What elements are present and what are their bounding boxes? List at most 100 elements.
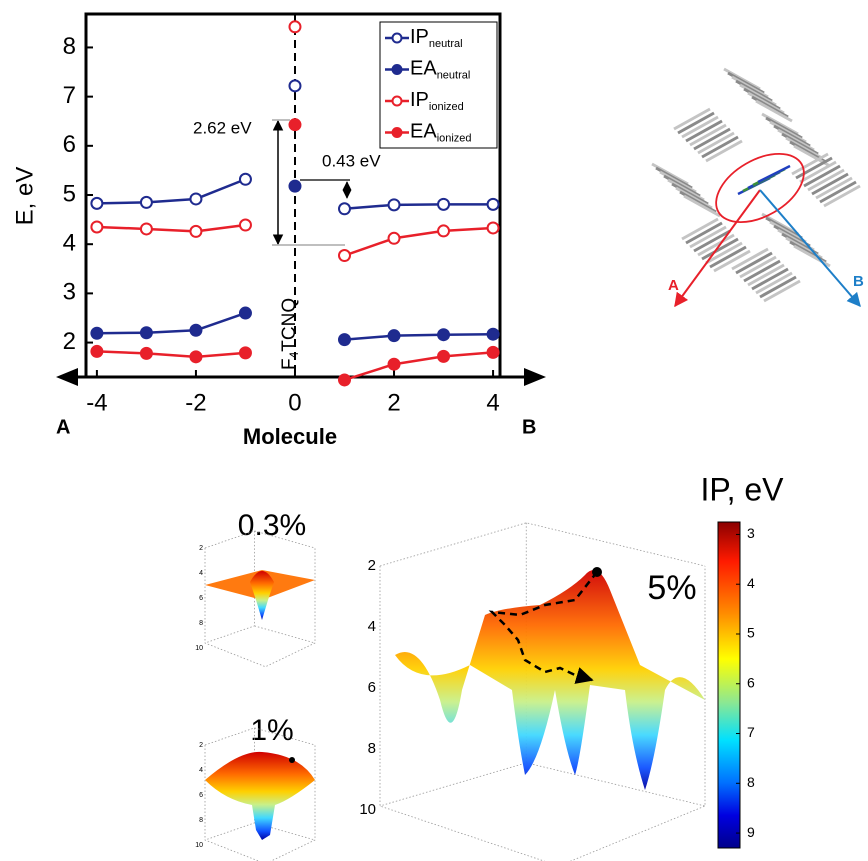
legend-name: EA [410, 58, 437, 80]
x-tick-label: 0 [288, 389, 301, 416]
data-point [238, 218, 252, 232]
molecule [777, 128, 815, 152]
molecule [701, 135, 739, 159]
legend-marker [391, 127, 403, 138]
data-point [189, 350, 203, 364]
z-tick-label: 6 [199, 595, 203, 602]
highlight [715, 152, 805, 224]
data-point [288, 79, 302, 93]
series-segment [146, 329, 196, 334]
colorbar-tick-label: 8 [747, 774, 755, 790]
data-point [139, 346, 153, 360]
legend-name: EA [410, 121, 437, 143]
molecule [763, 279, 801, 303]
center-label: F4TCNQ [279, 298, 301, 370]
molecule [759, 275, 797, 299]
data-point [90, 344, 104, 358]
data-point [139, 195, 153, 209]
molecule [685, 119, 723, 143]
molecule [765, 116, 803, 140]
series-segment [344, 237, 395, 257]
molecule [751, 95, 789, 119]
molecule [739, 255, 777, 279]
series-segment [393, 229, 444, 240]
colorbar-bar [717, 521, 741, 849]
molecule [671, 182, 709, 206]
molecule [735, 251, 773, 275]
molecule [739, 83, 777, 107]
colorbar-tick-label: 4 [747, 575, 755, 591]
y-tick-label: 7 [63, 82, 76, 109]
molecule [677, 111, 715, 135]
surface-box [204, 727, 316, 861]
series-segment [146, 227, 196, 233]
x-tick-label: -4 [86, 389, 107, 416]
z-tick-label: 8 [368, 740, 376, 757]
molecule [655, 166, 693, 190]
molecule [683, 194, 721, 218]
data-point [486, 197, 500, 211]
molecule [651, 162, 689, 186]
series-segment [195, 311, 246, 332]
molecule [773, 124, 811, 148]
molecule [793, 244, 831, 268]
data-point [338, 373, 352, 387]
data-point [338, 249, 352, 263]
data-point [387, 357, 401, 371]
molecule [705, 241, 743, 265]
annotation: 0.43 eV [322, 151, 381, 170]
molecule [701, 237, 739, 261]
molecule [673, 107, 711, 131]
molecule [709, 245, 747, 269]
molecule [731, 247, 769, 271]
molecule [791, 152, 829, 176]
molecule [807, 168, 845, 192]
molecule [819, 180, 857, 204]
legend-name: IP [410, 89, 429, 111]
center-label-f: F [279, 358, 300, 370]
data-point [90, 196, 104, 210]
data-point [387, 329, 401, 343]
z-tick-label: 8 [199, 620, 203, 627]
surface-label: 0.3% [238, 509, 306, 542]
legend-marker [391, 32, 403, 44]
surface [250, 571, 274, 620]
series-segment [146, 197, 197, 204]
y-axis-label: E, eV [11, 167, 38, 226]
data-point [189, 323, 203, 337]
data-point [437, 197, 451, 211]
z-tick-label: 4 [368, 618, 376, 635]
data-point [338, 333, 352, 347]
molecule [689, 123, 727, 147]
molecule [761, 212, 799, 236]
legend-subscript: neutral [429, 38, 463, 50]
molecule [785, 136, 823, 160]
z-tick-label: 2 [368, 557, 376, 574]
molecule [743, 259, 781, 283]
data-point [338, 202, 352, 216]
z-tick-label: 4 [199, 570, 203, 577]
marker-dot [592, 567, 602, 577]
y-tick-label: 3 [63, 279, 76, 306]
molecule [727, 71, 765, 95]
colorbar-title: IP, eV [700, 471, 784, 507]
series-segment [344, 363, 395, 382]
molecule [747, 91, 785, 115]
data-point [90, 220, 104, 234]
molecule [751, 267, 789, 291]
data-point [288, 118, 302, 132]
molecule [755, 99, 793, 123]
z-tick-label: 10 [195, 842, 203, 849]
legend-entry: EAionized [410, 121, 472, 145]
series-segment [344, 203, 395, 211]
direction-b [759, 189, 861, 308]
series-segment [344, 334, 395, 341]
molecule [723, 67, 761, 91]
molecule [705, 139, 743, 163]
series-segment [195, 178, 246, 201]
molecule [731, 75, 769, 99]
molecule [679, 190, 717, 214]
legend-entry: IPneutral [410, 26, 463, 50]
x-tick-label: 4 [486, 389, 499, 416]
